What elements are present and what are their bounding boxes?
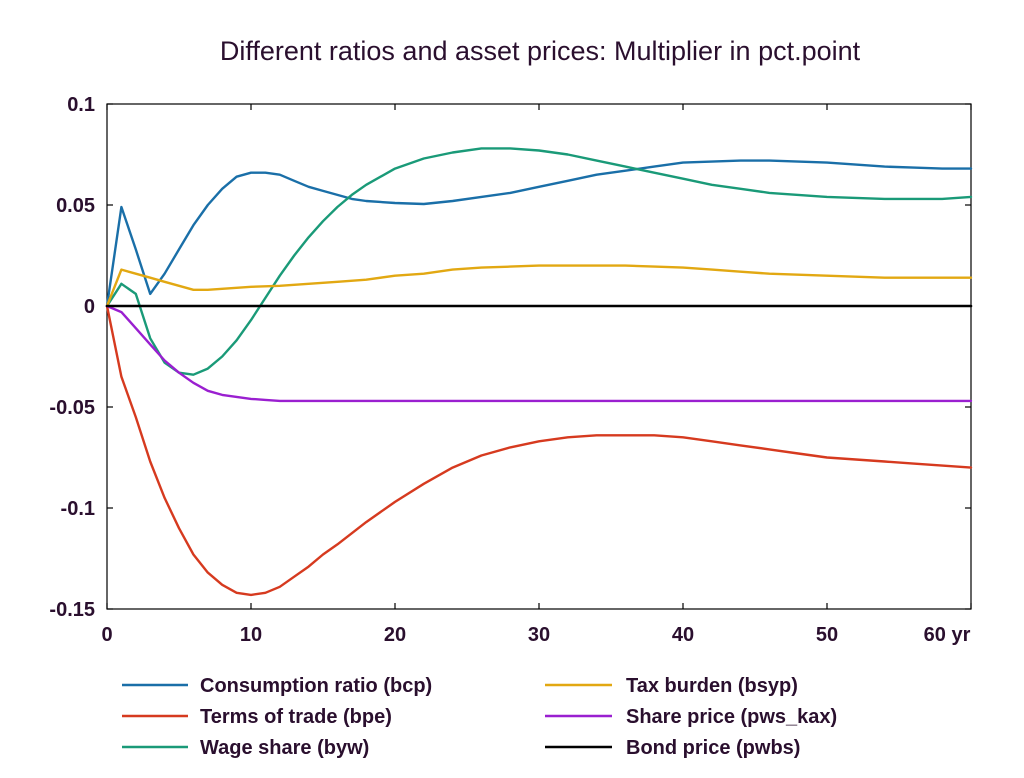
y-tick-label: -0.05 <box>49 397 95 419</box>
legend-label-consumption-ratio-bcp: Consumption ratio (bcp) <box>200 675 432 697</box>
x-tick-label: 60 yr <box>924 624 971 646</box>
y-axis: 0.1 0.05 0 -0.05 -0.1 -0.15 <box>49 94 971 621</box>
x-tick-label: 0 <box>101 624 112 646</box>
series-line-wage-share-byw <box>105 147 973 376</box>
x-tick-label: 10 <box>240 624 262 646</box>
y-tick-label: 0.05 <box>56 195 95 217</box>
legend-label-terms-of-trade-bpe: Terms of trade (bpe) <box>200 706 392 728</box>
x-tick-label: 50 <box>816 624 838 646</box>
x-axis: 0 10 20 30 40 50 60 yr <box>101 104 972 646</box>
y-tick-label: -0.15 <box>49 599 95 621</box>
legend-label-tax-burden-bsyp: Tax burden (bsyp) <box>626 675 798 697</box>
chart-title: Different ratios and asset prices: Multi… <box>220 36 861 66</box>
x-tick-label: 30 <box>528 624 550 646</box>
legend-label-share-price-pws-kax: Share price (pws_kax) <box>626 706 837 728</box>
y-tick-label: 0.1 <box>67 94 95 116</box>
series-line-share-price-pws-kax <box>105 304 973 403</box>
series-line-terms-of-trade-bpe <box>105 304 973 597</box>
series-line-consumption-ratio-bcp <box>105 159 973 308</box>
legend: Consumption ratio (bcp) Terms of trade (b… <box>122 675 837 759</box>
x-tick-label: 20 <box>384 624 406 646</box>
series-line-tax-burden-bsyp <box>105 264 973 308</box>
series-layer <box>105 147 973 597</box>
y-tick-label: -0.1 <box>61 498 95 520</box>
x-tick-label: 40 <box>672 624 694 646</box>
plot-frame <box>106 103 972 610</box>
y-tick-label: 0 <box>84 296 95 318</box>
legend-label-wage-share-byw: Wage share (byw) <box>200 737 369 759</box>
legend-label-bond-price-pwbs: Bond price (pwbs) <box>626 737 800 759</box>
